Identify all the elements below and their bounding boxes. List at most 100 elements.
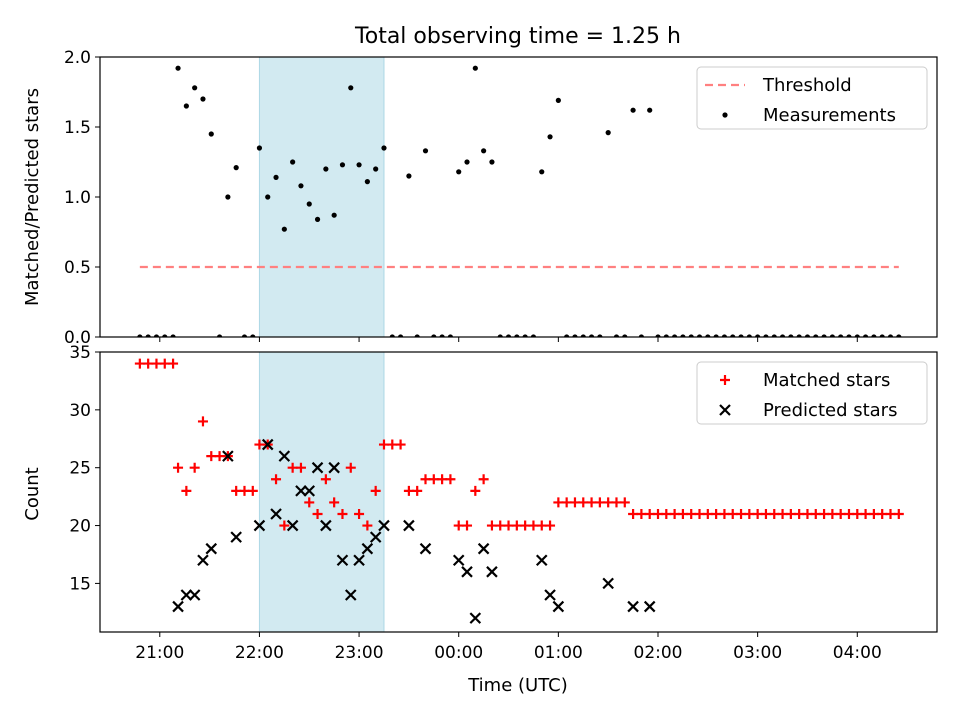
measurement-point [225,194,231,200]
measurement-point [162,334,168,337]
measurement-point [208,131,214,137]
legend-label: Threshold [762,75,852,96]
matched-star-point [247,485,258,496]
measurement-point [838,334,844,337]
measurement-point [339,162,346,168]
measurement-point [846,334,852,337]
measurement-point [256,145,263,151]
predicted-star-point [205,542,218,555]
predicted-star-point [369,531,382,543]
measurement-point [655,334,661,337]
matched-star-point [545,520,556,531]
matched-star-point [619,497,630,508]
legend-measurement-swatch [722,112,728,118]
measurement-point [456,169,462,175]
predicted-star-point [320,519,332,532]
measurement-point [431,334,437,337]
legend-matched-swatch [720,375,730,385]
measurement-point [862,334,869,337]
measurement-point [439,334,445,337]
measurement-point [771,334,777,337]
predicted-star-point [311,461,324,474]
x-tick-label: 23:00 [335,643,384,663]
measurement-point [730,334,736,337]
matched-star-point [462,520,473,531]
x-axis-label: Time (UTC) [467,675,568,696]
measurement-point [233,165,239,171]
predicted-star-point [197,554,209,567]
measurement-point [613,334,620,337]
measurement-point [306,201,312,207]
matched-star-point [893,508,904,519]
plot-area [137,65,902,337]
measurement-point [348,85,354,91]
measurement-point [755,334,761,337]
y-tick-label: 20 [69,517,91,537]
x-tick-label: 03:00 [733,643,782,663]
measurement-point [804,334,811,337]
measurement-point [265,194,271,200]
legend-box [696,361,928,425]
measurement-point [281,226,287,232]
predicted-star-point [419,542,432,555]
matched-star-point [189,462,200,473]
matched-star-point [181,485,192,496]
measurement-point [896,334,902,337]
y-tick-label: 15 [69,574,91,594]
matched-star-point [168,358,179,369]
measurement-point [638,334,644,337]
measurement-point [175,65,181,71]
matched-star-point [295,462,306,473]
matched-star-point [470,485,481,496]
predicted-star-point [403,519,415,532]
measurement-point [192,85,198,91]
matched-star-point [279,520,290,531]
measurement-point [389,334,395,337]
predicted-star-point [286,519,299,532]
y-axis-label: Matched/Predicted stars [22,88,43,306]
measurement-point [630,107,636,113]
measurement-point [273,174,279,180]
measurement-point [605,130,611,136]
predicted-star-point [295,485,307,497]
legend: Threshold Measurements [696,66,928,130]
measurement-point [472,65,478,71]
legend: Matched stars Predicted stars [696,361,928,425]
y-tick-label: 1.5 [64,118,91,138]
measurement-point [290,159,296,165]
measurement-point [713,334,719,337]
measurement-point [314,216,321,222]
measurement-point [373,166,379,172]
matched-star-point [362,520,373,531]
x-tick-label: 22:00 [235,643,284,663]
measurement-point [497,334,503,337]
measurement-point [153,334,160,337]
measurement-point [564,334,570,337]
predicted-star-point [180,589,193,601]
predicted-star-point [278,450,291,462]
legend-box [696,66,928,130]
measurement-point [323,166,329,172]
y-tick-label: 2.0 [64,48,91,68]
measurement-point [813,334,819,337]
matched-star-point [354,508,365,519]
predicted-star-point [535,554,548,567]
measurement-point [647,107,653,113]
measurement-point [145,334,151,337]
matched-star-point [395,439,406,450]
predicted-star-point [469,612,482,624]
matched-star-point [337,508,348,519]
axes-frame [99,351,938,633]
matched-star-point [329,497,340,508]
x-tick-label: 21:00 [135,643,184,663]
matched-star-point [345,462,356,473]
measurement-point [788,334,794,337]
measurement-point [522,334,528,337]
predicted-star-point [627,600,639,613]
measurement-point [572,334,578,337]
predicted-star-point [486,566,498,578]
measurement-point [680,334,686,337]
measurement-point [481,148,487,154]
predicted-star-point [261,438,274,451]
y-axis-label: Count [22,467,43,520]
